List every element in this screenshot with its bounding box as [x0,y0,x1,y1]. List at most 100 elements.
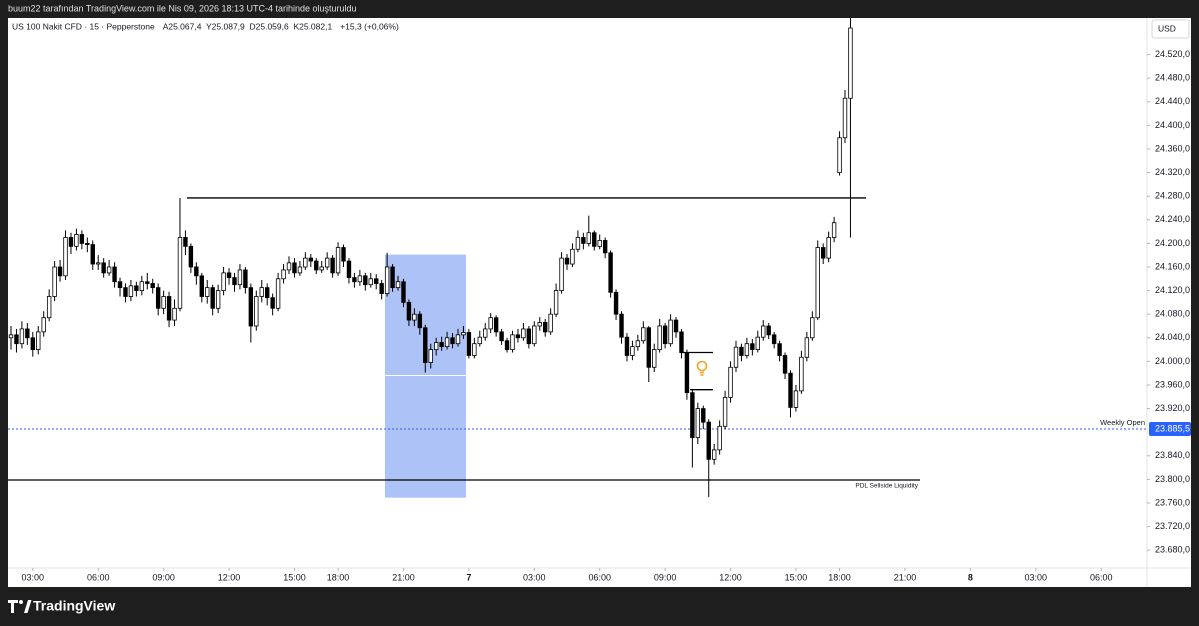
candle-body [739,346,744,356]
candle-body [188,245,194,268]
candle-body [101,262,106,274]
x-tick-label: 09:00 [152,572,175,582]
candle-body [722,396,728,427]
candle-body [657,325,662,350]
candle-body [270,297,275,309]
candle-body [199,275,204,297]
x-tick-label: 12:00 [719,572,742,582]
candle-body [553,290,559,315]
candle-body [395,281,401,289]
candle-body [117,281,123,289]
candle-body [384,266,390,294]
price-tag [1149,421,1191,436]
y-tick-label: 24.520,0 [1155,49,1190,59]
candle-body [646,327,651,368]
candle-body [57,266,63,277]
plot [8,18,1147,498]
y-tick-label: 23.840,0 [1155,450,1190,460]
candle-body [799,356,804,392]
candle-body [221,272,226,291]
candle-body [439,342,444,348]
candle-body [662,325,668,345]
candle-body [183,237,188,247]
candle-body [493,317,499,333]
candle-body [826,237,831,259]
candle-body [357,275,363,283]
candle-body [564,257,570,265]
candle-body [96,262,101,265]
candle-body [499,331,504,342]
level-label: PDL Sellside Liquidity [855,483,918,490]
candle-body [602,240,608,254]
candle-body [624,336,630,356]
candle-body [390,266,395,289]
candle-body [215,290,221,309]
candle-body [837,137,842,173]
candle-body [575,237,581,250]
candle-body [581,237,586,244]
candle-body [36,331,41,350]
candle-body [112,266,117,283]
candle-body [466,332,472,356]
candle-body [842,97,848,139]
currency: USD [1158,23,1176,33]
candle-body [303,257,308,268]
x-tick-label: 03:00 [22,572,45,582]
candle-body [515,334,521,339]
candle-body [297,266,303,274]
candle-body [68,237,74,247]
y-tick-label: 24.240,0 [1155,214,1190,224]
candle-body [532,325,537,345]
candle-body [63,237,68,277]
candle-body [14,334,19,345]
candle-body [79,234,85,244]
zone [385,254,466,498]
candle-body [679,331,684,353]
candle-body [526,328,532,345]
candle-body [363,275,368,286]
brand: TradingView [33,598,115,614]
candle-body [374,278,379,284]
y-tick-label: 23.800,0 [1155,474,1190,484]
candle-body [488,317,493,330]
candle-body [232,277,237,286]
y-tick-label: 24.080,0 [1155,309,1190,319]
candle-body [423,327,428,363]
candle-body [586,232,592,244]
candle-body [46,296,52,319]
y-tick-label: 24.000,0 [1155,356,1190,366]
candle-body [324,257,330,268]
candle-body [717,425,722,451]
candle-body [30,337,36,350]
y-tick-label: 23.720,0 [1155,521,1190,531]
candle-body [695,408,701,438]
candle-body [281,269,286,280]
candle-body [41,317,46,333]
caption: buum22 tarafından TradingView.com ile Ni… [8,3,357,13]
candle-body [346,260,352,279]
candle-body [172,307,177,321]
candle-body [292,262,297,274]
candle-body [548,313,553,333]
x-tick-label: 03:00 [1025,572,1048,582]
y-tick-label: 24.480,0 [1155,73,1190,83]
candle-body [379,283,384,294]
x-tick-label: 06:00 [588,572,611,582]
axes: 24.520,0 24.480,0 24.440,0 24.400,0 24.360,0… [22,49,1191,582]
candle-body [155,287,161,309]
x-tick-label: 8 [968,572,973,582]
y-tick-label: 24.120,0 [1155,285,1190,295]
candle-body [194,266,199,277]
candle-body [243,269,248,289]
candle-body [254,296,259,327]
candle-body [210,287,215,309]
x-tick-label: 06:00 [1090,572,1113,582]
candle-body [314,260,319,271]
candle-body [433,342,439,350]
candle-body [744,343,750,356]
candle-body [684,352,690,394]
candle-body [592,232,597,247]
candle-body [150,283,155,289]
price-tag-label: 23.885,5 [1155,423,1190,433]
